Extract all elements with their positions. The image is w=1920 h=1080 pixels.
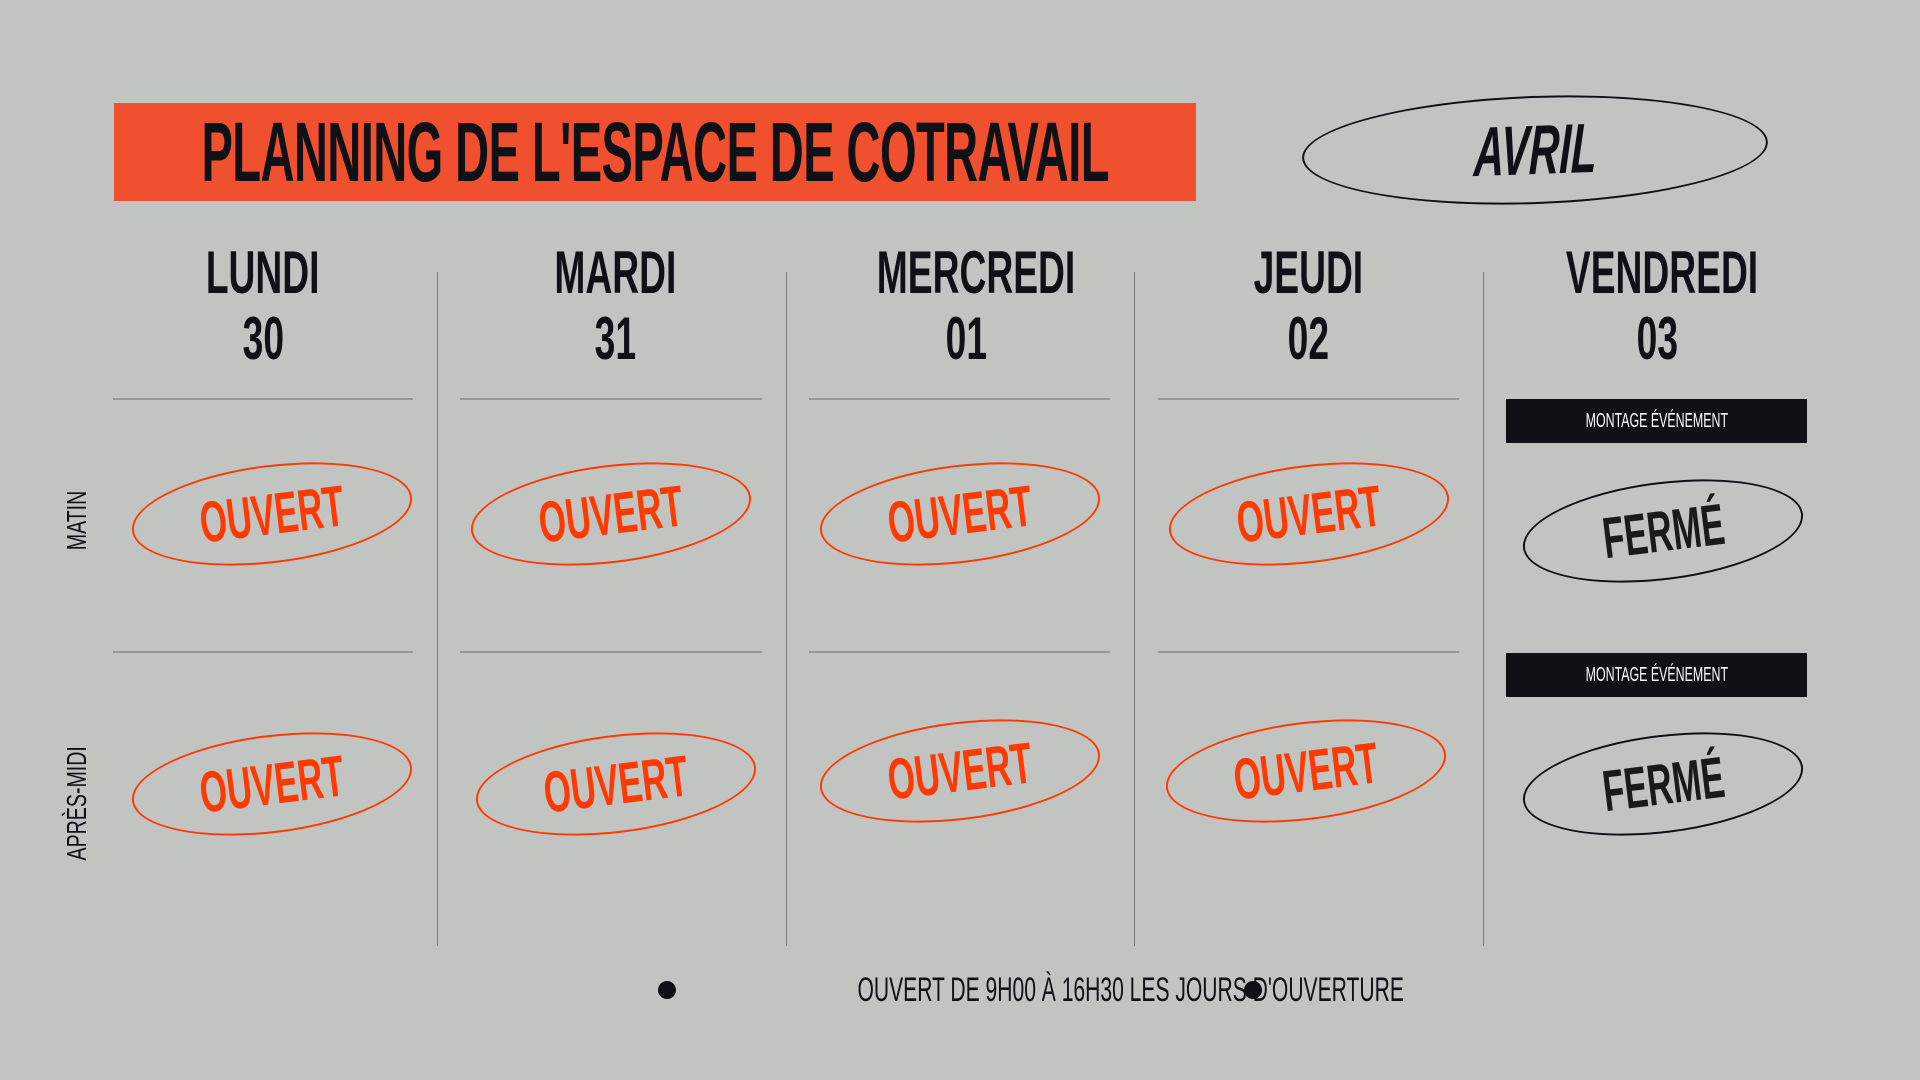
title-banner: PLANNING DE L'ESPACE DE COTRAVAIL [114, 103, 1196, 201]
open-stamp: OUVERT [126, 448, 418, 580]
day-date: 02 [1287, 305, 1329, 372]
status-label: OUVERT [196, 742, 348, 826]
row-divider [113, 398, 413, 400]
day-name: LUNDI [206, 239, 320, 306]
footer: OUVERT DE 9H00 À 16H30 LES JOURS D'OUVER… [0, 970, 1920, 1010]
day-name: MERCREDI [876, 239, 1076, 306]
status-label: FERMÉ [1598, 744, 1728, 824]
row-label-text: APRÈS-MIDI [61, 745, 92, 861]
open-stamp: OUVERT [465, 448, 757, 580]
open-stamp: OUVERT [814, 448, 1106, 580]
status-label: OUVERT [1230, 729, 1382, 813]
day-header: MARDI 31 [465, 240, 765, 372]
status-label: OUVERT [540, 742, 692, 826]
day-name: VENDREDI [1565, 239, 1759, 306]
day-name: JEUDI [1253, 239, 1363, 306]
column-divider [437, 272, 438, 946]
status-label: FERMÉ [1598, 491, 1728, 571]
row-divider [809, 651, 1110, 653]
status-label: OUVERT [1233, 472, 1385, 556]
open-stamp: OUVERT [470, 718, 762, 850]
event-tag: MONTAGE ÉVÉNEMENT [1506, 399, 1807, 443]
event-tag-label: MONTAGE ÉVÉNEMENT [1585, 663, 1728, 686]
event-tag-label: MONTAGE ÉVÉNEMENT [1585, 409, 1728, 432]
column-divider [1134, 272, 1135, 946]
day-date: 31 [594, 305, 636, 372]
row-divider [809, 398, 1110, 400]
day-date: 01 [945, 305, 987, 372]
day-date: 03 [1636, 305, 1678, 372]
column-divider [1483, 272, 1484, 946]
closed-stamp: FERMÉ [1517, 465, 1809, 597]
column-divider [786, 272, 787, 946]
month-label: AVRIL [1472, 108, 1598, 192]
row-label-afternoon: APRÈS-MIDI [61, 703, 93, 903]
day-date: 30 [242, 305, 284, 372]
bullet-icon [658, 981, 676, 999]
open-stamp: OUVERT [814, 705, 1106, 837]
month-badge: AVRIL [1300, 87, 1770, 213]
status-label: OUVERT [884, 729, 1036, 813]
page-title: PLANNING DE L'ESPACE DE COTRAVAIL [201, 105, 1109, 199]
opening-hours: OUVERT DE 9H00 À 16H30 LES JOURS D'OUVER… [857, 970, 1404, 1009]
day-header: VENDREDI 03 [1507, 240, 1807, 372]
event-tag: MONTAGE ÉVÉNEMENT [1506, 653, 1807, 697]
closed-stamp: FERMÉ [1517, 718, 1809, 850]
row-label-text: MATIN [61, 490, 92, 550]
open-stamp: OUVERT [1160, 705, 1452, 837]
day-header: MERCREDI 01 [816, 240, 1116, 372]
bullet-icon [1244, 981, 1262, 999]
status-label: OUVERT [884, 472, 1036, 556]
day-name: MARDI [554, 239, 676, 306]
status-label: OUVERT [535, 472, 687, 556]
row-divider [460, 398, 762, 400]
row-divider [460, 651, 762, 653]
row-divider [1158, 398, 1459, 400]
row-divider [1158, 651, 1459, 653]
open-stamp: OUVERT [1163, 448, 1455, 580]
status-label: OUVERT [196, 472, 348, 556]
day-header: JEUDI 02 [1158, 240, 1458, 372]
row-divider [113, 651, 413, 653]
row-label-morning: MATIN [61, 420, 93, 620]
day-header: LUNDI 30 [113, 240, 413, 372]
open-stamp: OUVERT [126, 718, 418, 850]
